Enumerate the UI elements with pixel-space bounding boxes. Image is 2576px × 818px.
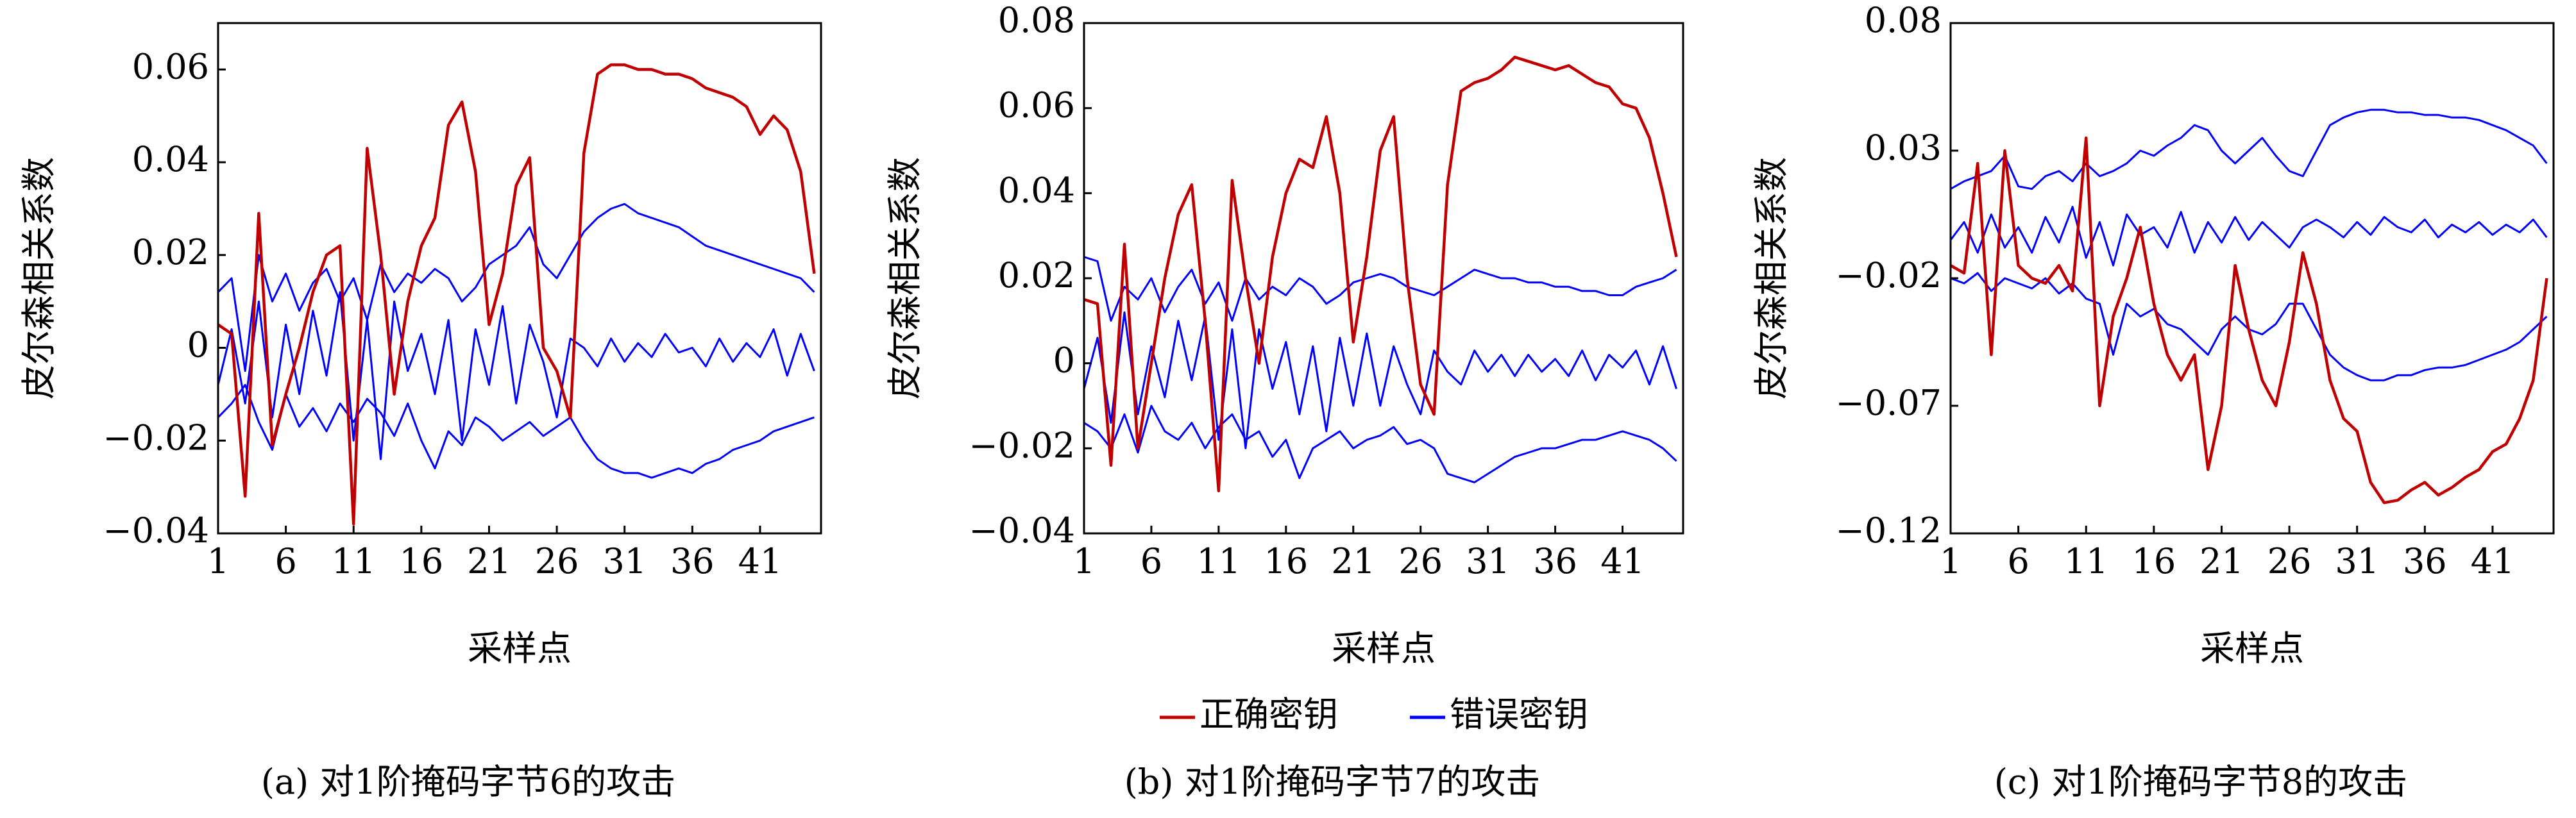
x-tick-label: 21 (2199, 541, 2244, 581)
x-tick-label: 1 (1940, 541, 1962, 581)
y-tick-label: −0.04 (103, 510, 209, 551)
series-line (1084, 256, 1677, 322)
series-line (1084, 55, 1678, 492)
y-tick-label: 0.04 (132, 139, 209, 179)
y-tick-label: 0.02 (998, 255, 1075, 296)
axes-frame (217, 22, 822, 535)
y-axis-label: 皮尔森相关系数 (885, 157, 925, 399)
x-tick-label: 6 (275, 541, 296, 581)
series-line (218, 63, 816, 526)
y-tick-label: 0.03 (1865, 128, 1942, 168)
caption: (c) 对1阶掩码字节8的攻击 (1994, 762, 2407, 802)
y-tick-label: 0.06 (132, 46, 209, 87)
legend-label: 错误密钥 (1450, 694, 1588, 735)
y-tick-label: 0 (187, 325, 209, 365)
axes-frame (1083, 22, 1684, 535)
y-tick-label: −0.02 (103, 417, 209, 458)
series-line (218, 291, 815, 460)
lines (1084, 55, 1678, 492)
x-tick-label: 16 (399, 541, 443, 581)
x-tick-label: 41 (2471, 541, 2515, 581)
series-line (218, 383, 815, 479)
x-tick-label: 1 (207, 541, 229, 581)
x-axis-label: 采样点 (2200, 628, 2304, 669)
y-tick-label: 0.06 (998, 85, 1075, 126)
series-line (1084, 311, 1677, 449)
x-tick-label: 16 (1264, 541, 1308, 581)
x-tick-label: 11 (2064, 541, 2108, 581)
x-tick-label: 16 (2131, 541, 2176, 581)
caption: (a) 对1阶掩码字节6的攻击 (261, 762, 675, 802)
x-tick-label: 31 (2335, 541, 2379, 581)
y-tick-label: 0.02 (132, 232, 209, 272)
x-tick-label: 31 (602, 541, 647, 581)
caption: (b) 对1阶掩码字节7的攻击 (1124, 762, 1541, 802)
x-tick-label: 11 (332, 541, 376, 581)
x-tick-label: 41 (738, 541, 783, 581)
series-line (1951, 206, 2548, 267)
x-tick-label: 36 (1533, 541, 1577, 581)
y-tick-label: 0.08 (998, 0, 1075, 40)
x-tick-label: 1 (1073, 541, 1095, 581)
y-axis-label: 皮尔森相关系数 (19, 157, 59, 399)
x-tick-label: 41 (1600, 541, 1645, 581)
y-tick-label: −0.04 (969, 510, 1075, 551)
lines (218, 63, 816, 526)
x-tick-label: 6 (1140, 541, 1162, 581)
y-axis-label: 皮尔森相关系数 (1751, 157, 1792, 399)
y-tick-label: 0.08 (1865, 0, 1942, 40)
x-tick-label: 21 (1331, 541, 1375, 581)
legend: 正确密钥 错误密钥 (1160, 694, 1588, 735)
y-tick-label: −0.07 (1836, 383, 1942, 423)
legend-label: 正确密钥 (1199, 694, 1338, 735)
x-tick-label: 31 (1466, 541, 1510, 581)
series-line (1951, 108, 2548, 190)
axes-frame (1949, 22, 2555, 535)
x-tick-label: 26 (535, 541, 579, 581)
y-tick-label: 0.04 (998, 170, 1075, 210)
x-tick-label: 26 (2267, 541, 2312, 581)
x-axis-label: 采样点 (1332, 628, 1436, 669)
x-tick-label: 21 (467, 541, 511, 581)
x-tick-label: 36 (2403, 541, 2447, 581)
y-tick-label: 0 (1053, 340, 1075, 381)
series-line (1084, 405, 1677, 483)
x-tick-label: 11 (1197, 541, 1241, 581)
y-tick-label: −0.02 (969, 425, 1075, 465)
series-line (1951, 136, 2548, 505)
x-tick-label: 6 (2007, 541, 2029, 581)
y-tick-label: −0.02 (1836, 255, 1942, 296)
y-tick-label: −0.12 (1836, 510, 1942, 551)
plot: −0.12−0.07−0.020.030.081 6 11 16 21 26 31 36 41采… (1751, 0, 2555, 802)
x-axis-label: 采样点 (468, 628, 572, 669)
x-tick-label: 36 (670, 541, 715, 581)
x-tick-label: 26 (1398, 541, 1443, 581)
lines (1951, 108, 2548, 505)
